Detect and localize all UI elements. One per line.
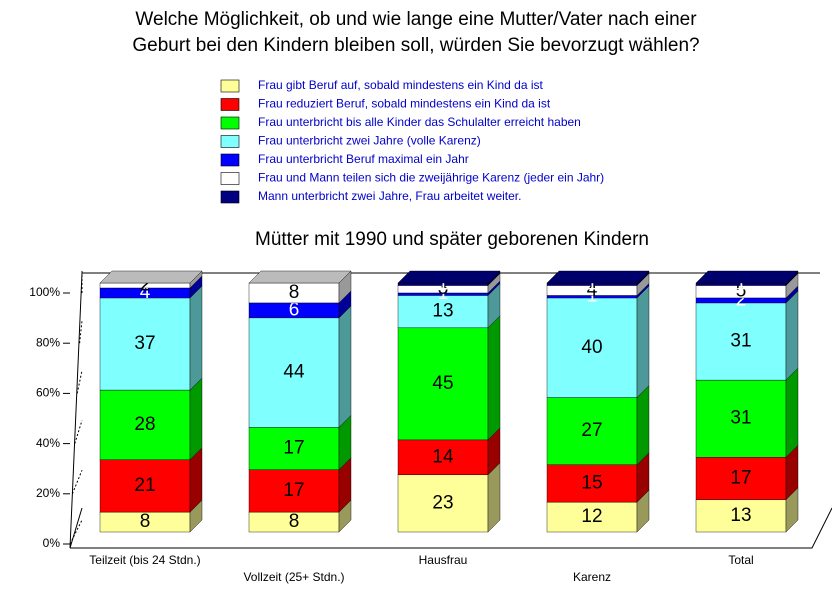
bar-top [695,270,799,284]
grid-line [71,470,83,494]
floor-edge [69,507,83,549]
floor [70,507,832,549]
data-label: 13 [432,301,453,322]
data-label: 13 [730,505,751,526]
data-label: 4 [587,279,598,300]
x-tick-label: Total [728,553,753,567]
legend-swatch [220,98,240,111]
grid-line [74,420,83,444]
bar-segment [695,499,787,533]
legend-swatch [220,135,240,148]
bar-side [636,285,650,399]
chart-subtitle: Mütter mit 1990 und später geborenen Kin… [255,229,649,250]
legend-label: Frau reduziert Beruf, sobald mindestens … [258,97,551,111]
y-tick-label: 100% [29,285,60,299]
bar-top [99,270,203,284]
chart-title: Geburt bei den Kindern bleiben soll, wür… [132,35,699,56]
data-label: 37 [134,333,155,354]
data-label: 28 [134,414,155,435]
legend-label: Frau unterbricht Beruf maximal ein Jahr [258,152,469,166]
data-label: 14 [432,446,454,467]
x-tick-label: Teilzeit (bis 24 Stdn.) [89,553,200,567]
data-label: 44 [283,362,305,383]
bar-segment [397,439,489,475]
legend-label: Frau unterbricht zwei Jahre (volle Karen… [258,134,481,148]
legend-label: Frau und Mann teilen sich die zweijährig… [258,171,604,185]
data-label: 17 [730,467,751,488]
bar-segment [248,317,340,428]
bar-segment [99,389,191,460]
legend-swatch [220,153,240,167]
data-label: 45 [432,373,453,394]
data-label: 2 [140,275,151,296]
data-label: 1 [587,273,598,294]
y-tick-label: 60% [36,386,60,400]
data-label: 27 [581,420,602,441]
bar-segment [397,474,489,533]
bar-top [397,270,501,284]
legend-label: Frau unterbricht bis alle Kinder das Sch… [258,115,581,129]
data-label: 4 [140,282,151,303]
data-label: 1 [438,273,449,294]
data-label: 2 [736,289,747,310]
bar-segment [695,302,787,381]
bar-segment [695,457,787,500]
bar-segment [99,459,191,513]
data-label: 40 [581,337,602,358]
bar-segment [99,297,191,391]
legend-swatch [220,79,240,93]
bar-side [487,315,501,441]
bar-segment [546,464,638,503]
data-label: 3 [438,278,449,299]
bar-segment [397,327,489,441]
bar-segment [695,379,787,458]
legend-label: Mann unterbricht zwei Jahre, Frau arbeit… [258,189,521,203]
bar-side [189,377,203,461]
x-tick-label: Vollzeit (25+ Stdn.) [243,570,344,584]
bar-segment [248,427,340,470]
legend-label: Frau gibt Beruf auf, sobald mindestens e… [258,78,543,92]
data-label: 8 [289,511,300,532]
grid-line [69,519,83,545]
bar-side [785,290,799,381]
data-label: 23 [432,492,453,513]
data-label: 12 [581,506,602,527]
x-tick-label: Hausfrau [419,553,468,567]
bar-segment [397,295,489,329]
data-label: 8 [289,282,300,303]
bar-segment [248,469,340,513]
y-tick-label: 40% [36,436,60,450]
data-label: 31 [730,408,751,429]
chart-title: Welche Möglichkeit, ob und wie lange ein… [135,9,697,30]
y-tick-label: 0% [43,536,61,550]
data-label: 17 [283,438,304,459]
legend-swatch [220,172,240,185]
bar-top [248,270,352,284]
data-label: 1 [736,273,747,294]
x-tick-label: Karenz [573,570,611,584]
bar-side [636,385,650,466]
bar-side [785,367,799,458]
data-label: 15 [581,472,602,493]
bar-segment [546,297,638,398]
bar-segment [546,501,638,533]
data-label: 17 [283,480,304,501]
data-label: 8 [140,511,151,532]
y-tick-label: 20% [36,486,60,500]
legend-swatch [220,116,240,130]
y-tick-label: 80% [36,335,60,349]
bar-side [338,305,352,428]
bar-top [546,270,650,284]
data-label: 6 [289,299,300,320]
data-label: 1 [587,286,598,307]
data-label: 1 [438,283,449,304]
data-label: 21 [134,475,155,496]
data-label: 5 [736,281,747,302]
legend-swatch [220,190,240,204]
data-label: 31 [730,331,751,352]
bar-side [189,285,203,391]
